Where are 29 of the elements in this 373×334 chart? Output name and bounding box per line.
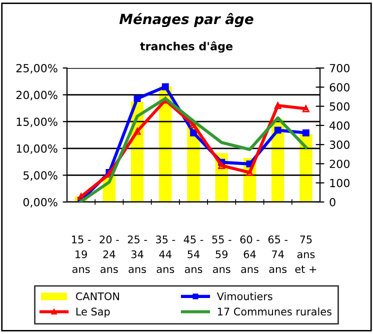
y2-tick-label: 200 [330,160,350,168]
y2-tick-label: 600 [330,83,350,92]
y-tick-label: 15,00% [16,118,58,128]
x-tick-label: 25 - 34 ans [128,236,147,274]
y2-tick-label: 400 [330,121,350,130]
x-tick-label: 15 - 19 ans [72,236,91,274]
chart-subtitle: tranches d'âge [140,41,232,53]
y-tick-label: 5,00% [24,171,58,181]
y-tick-label: 10,00% [16,144,58,154]
y-tick-label: 25,00% [16,64,58,74]
x-tick-label: 35 - 44 ans [156,236,176,274]
y2-tick-label: 700 [330,64,350,72]
x-tick-label: 60 - 64 ans [240,236,260,274]
legend-label: Le Sap [76,308,110,318]
legend-label: 17 Communes rurales [218,307,332,316]
y-tick-label: 0,00% [23,198,58,208]
y2-tick-label: 500 [330,102,350,111]
y2-tick-label: 100 [330,178,350,188]
y-tick-label: 20,00% [16,90,58,100]
x-tick-label: 20 - 24 ans [100,236,119,274]
y2-tick-label: 300 [330,140,350,149]
x-tick-label: 45 - 54 ans [184,236,204,274]
legend-label: CANTON [76,292,119,300]
chart-title: Ménages par âge [119,12,254,28]
x-tick-label: 75 ans et + [295,236,316,274]
x-tick-label: 65 - 74 ans [268,236,288,274]
y2-tick-label: 0 [330,198,336,206]
legend-label: Vimoutiers [216,292,272,300]
x-tick-label: 55 - 59 ans [212,236,232,274]
